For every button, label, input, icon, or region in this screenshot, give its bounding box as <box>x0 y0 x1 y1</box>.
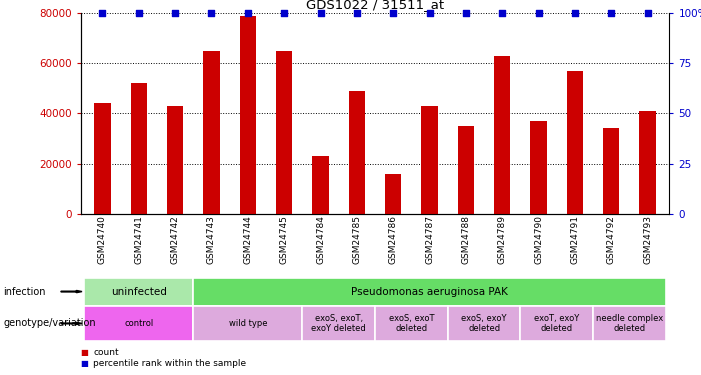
Point <box>133 10 144 16</box>
Text: exoS, exoT,
exoY deleted: exoS, exoT, exoY deleted <box>311 314 366 333</box>
Bar <box>603 129 620 214</box>
Point <box>569 10 580 16</box>
Text: exoS, exoT
deleted: exoS, exoT deleted <box>388 314 434 333</box>
Point <box>97 10 108 16</box>
Text: genotype/variation: genotype/variation <box>4 318 96 328</box>
Bar <box>313 156 329 214</box>
Bar <box>494 56 510 214</box>
Point <box>243 10 254 16</box>
Point <box>461 10 472 16</box>
Point <box>170 10 181 16</box>
Text: ■: ■ <box>81 348 88 357</box>
Bar <box>203 51 219 214</box>
Text: infection: infection <box>4 286 46 297</box>
Bar <box>94 104 111 214</box>
Point <box>315 10 326 16</box>
Bar <box>302 306 375 341</box>
Bar <box>276 51 292 214</box>
Point <box>642 10 653 16</box>
Point <box>496 10 508 16</box>
Bar <box>348 91 365 214</box>
Text: ■: ■ <box>81 359 88 368</box>
Point <box>388 10 399 16</box>
Point <box>533 10 544 16</box>
Text: control: control <box>124 319 154 328</box>
Bar <box>385 174 402 214</box>
Title: GDS1022 / 31511_at: GDS1022 / 31511_at <box>306 0 444 10</box>
Bar <box>375 306 448 341</box>
Text: needle complex
deleted: needle complex deleted <box>596 314 663 333</box>
Bar <box>639 111 656 214</box>
Bar <box>520 306 593 341</box>
Point <box>278 10 290 16</box>
Point <box>351 10 362 16</box>
Bar <box>193 278 666 306</box>
Bar <box>240 16 256 214</box>
Text: exoS, exoY
deleted: exoS, exoY deleted <box>461 314 507 333</box>
Bar <box>130 83 147 214</box>
Bar <box>193 306 302 341</box>
Bar <box>167 106 183 214</box>
Bar <box>531 121 547 214</box>
Text: uninfected: uninfected <box>111 286 167 297</box>
Bar <box>593 306 666 341</box>
Text: percentile rank within the sample: percentile rank within the sample <box>93 359 246 368</box>
Bar <box>567 71 583 214</box>
Bar <box>448 306 520 341</box>
Text: count: count <box>93 348 119 357</box>
Text: wild type: wild type <box>229 319 267 328</box>
Bar <box>421 106 437 214</box>
Text: exoT, exoY
deleted: exoT, exoY deleted <box>534 314 580 333</box>
Bar <box>84 306 193 341</box>
Bar <box>84 278 193 306</box>
Point <box>606 10 617 16</box>
Bar <box>458 126 474 214</box>
Point <box>206 10 217 16</box>
Text: Pseudomonas aeruginosa PAK: Pseudomonas aeruginosa PAK <box>351 286 508 297</box>
Point <box>424 10 435 16</box>
